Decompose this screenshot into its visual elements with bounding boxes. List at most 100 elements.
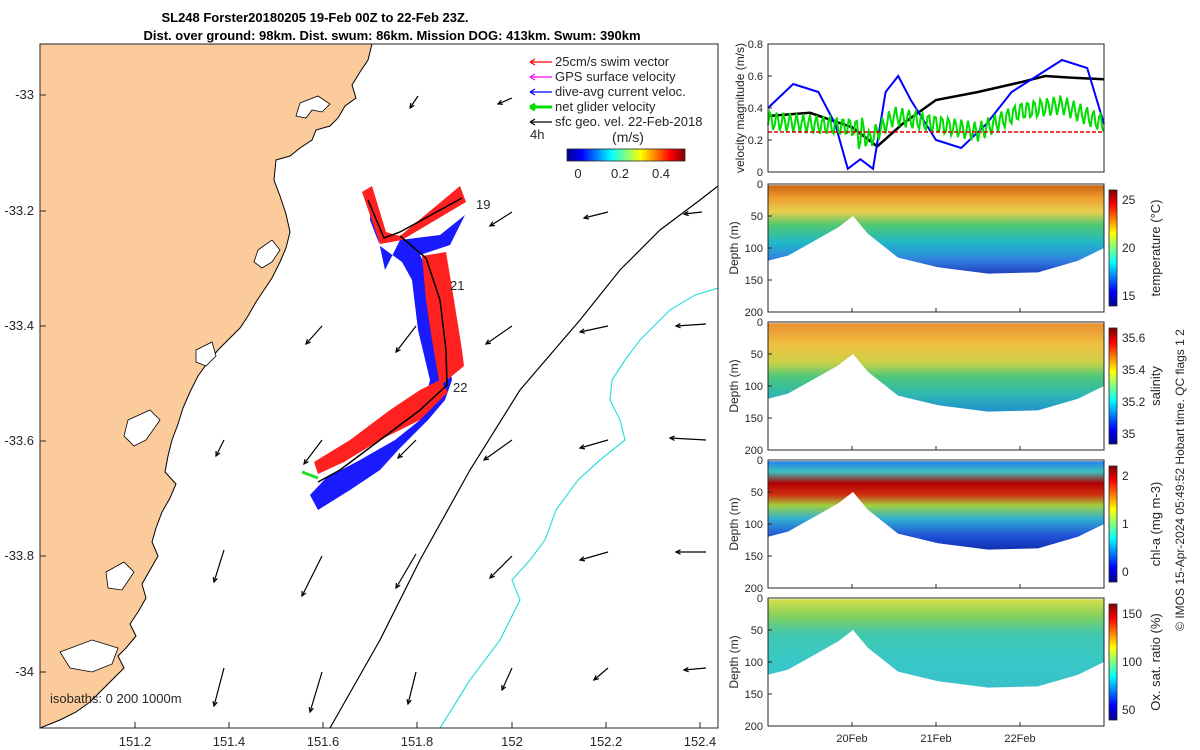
velocity-ytick-label: 0.8 xyxy=(748,39,763,51)
map-inlet xyxy=(253,239,281,269)
map-inlet xyxy=(59,639,119,673)
section-ylabel: Depth (m) xyxy=(727,221,741,274)
section-ytick-label: 200 xyxy=(745,307,763,319)
legend-arrowhead xyxy=(529,88,536,96)
geo-velocity-arrowhead xyxy=(395,346,401,354)
geo-velocity-arrow xyxy=(675,323,707,327)
legend-arrowhead xyxy=(529,118,536,126)
map-panel: 19 21 22 isobaths: 0 200 1000m 151.2 151.… xyxy=(4,43,719,749)
velocity-ylabel: velocity magnitude (m/s) xyxy=(733,43,747,173)
geo-velocity-arrow xyxy=(579,551,609,561)
legend-label: sfc geo. vel. 22-Feb-2018 xyxy=(555,114,702,129)
map-ticks: 151.2 151.4 151.6 151.8 152 152.2 152.4 -33 -33.… xyxy=(4,87,716,749)
geo-velocity-arrowhead xyxy=(578,556,586,562)
speed-colorbar xyxy=(566,148,686,162)
legend-arrowhead xyxy=(529,102,536,112)
geo-velocity-arrowhead xyxy=(682,666,689,673)
velocity-series-line xyxy=(767,58,1105,171)
section-colorbar-label: salinity xyxy=(1148,366,1163,406)
colorbar-tick: 0 xyxy=(574,166,581,181)
section-ylabel: Depth (m) xyxy=(727,635,741,688)
geo-velocity-arrowhead xyxy=(484,339,492,345)
sfc-geo-velocity-arrows xyxy=(212,95,707,714)
colorbar-label: (m/s) xyxy=(612,129,644,145)
map-ytick-label: -33.8 xyxy=(4,548,34,563)
section-ytick-label: 150 xyxy=(745,689,763,701)
net-glider-velocity xyxy=(301,470,319,480)
map-xtick-label: 152 xyxy=(501,734,523,749)
colorbar-tick: 0.2 xyxy=(611,166,629,181)
section-ylabel: Depth (m) xyxy=(727,359,741,412)
section-panel: 0 50 100 150 200 Depth (m) 15 20 25 temperature (… xyxy=(727,179,1163,319)
legend-label: net glider velocity xyxy=(555,99,656,114)
section-colorbar xyxy=(1108,465,1118,583)
footer-credit: © IMOS 15-Apr-2024 05:49:52 Hobart time.… xyxy=(1173,329,1187,631)
day-label: 21 xyxy=(450,278,464,293)
geo-velocity-arrowhead xyxy=(482,455,490,461)
section-ytick-label: 200 xyxy=(745,721,763,733)
section-colorbar-tick: 150 xyxy=(1122,607,1142,621)
isobath-200m xyxy=(329,185,719,729)
geo-velocity-arrowhead xyxy=(578,444,586,450)
section-colorbar-tick: 35.2 xyxy=(1122,395,1146,409)
map-axes xyxy=(39,43,719,729)
section-colorbar-tick: 20 xyxy=(1122,241,1136,255)
section-ytick-label: 150 xyxy=(745,275,763,287)
section-ytick-label: 100 xyxy=(745,243,763,255)
geo-velocity-arrowhead xyxy=(406,698,412,706)
map-xtick-label: 151.6 xyxy=(307,734,340,749)
geo-velocity-arrowhead xyxy=(592,675,599,681)
geo-velocity-arrow xyxy=(593,667,609,681)
geo-velocity-arrowhead xyxy=(489,573,495,579)
legend-arrowhead xyxy=(529,73,536,81)
geo-velocity-arrowhead xyxy=(212,700,218,708)
map-ytick-label: -34 xyxy=(15,664,34,679)
geo-velocity-arrowhead xyxy=(496,99,504,105)
map-xtick-label: 151.2 xyxy=(119,734,152,749)
section-ytick-label: 100 xyxy=(745,381,763,393)
legend-label: 25cm/s swim vector xyxy=(555,54,670,69)
section-colorbar-label: Ox. sat. ratio (%) xyxy=(1148,613,1163,711)
geo-velocity-arrowhead xyxy=(582,214,590,220)
velocity-axes-bg xyxy=(768,44,1104,172)
geo-velocity-arrowhead xyxy=(395,582,401,590)
section-ytick-label: 50 xyxy=(751,349,763,361)
geo-velocity-arrowhead xyxy=(501,684,507,692)
section-ytick-label: 100 xyxy=(745,519,763,531)
geo-velocity-arrow xyxy=(669,437,707,441)
section-colorbar-tick: 35 xyxy=(1122,427,1136,441)
velocity-ytick-label: 0 xyxy=(757,167,763,179)
section-ytick-label: 0 xyxy=(757,593,763,605)
section-data-field xyxy=(768,599,1104,688)
geo-velocity-arrowhead xyxy=(578,328,585,334)
isobaths-label: isobaths: 0 200 1000m xyxy=(50,691,182,706)
section-colorbar-tick: 1 xyxy=(1122,517,1129,531)
map-ytick-label: -33.6 xyxy=(4,433,34,448)
geo-velocity-arrowhead xyxy=(488,221,496,227)
map-inlet xyxy=(123,409,161,447)
geo-velocity-arrowhead xyxy=(674,323,681,329)
velocity-series-line xyxy=(767,95,1105,150)
section-colorbar xyxy=(1108,327,1118,445)
geo-velocity-arrowhead xyxy=(305,339,311,346)
section-ylabel: Depth (m) xyxy=(727,497,741,550)
geo-velocity-arrowhead xyxy=(215,450,221,458)
geo-velocity-arrow xyxy=(483,439,513,461)
geo-velocity-arrow xyxy=(301,555,323,597)
section-data-field xyxy=(768,323,1104,412)
geo-velocity-arrow xyxy=(579,439,609,449)
map-inlet xyxy=(195,341,217,367)
section-colorbar-tick: 2 xyxy=(1122,469,1129,483)
map-ytick-label: -33.2 xyxy=(4,203,34,218)
map-inlet xyxy=(105,561,135,591)
velocity-ticks: 0 0.2 0.4 0.6 0.8 xyxy=(748,39,772,179)
geo-velocity-arrow xyxy=(485,325,513,345)
map-xtick-label: 152.2 xyxy=(590,734,623,749)
map-xtick-label: 151.4 xyxy=(213,734,246,749)
section-ytick-label: 0 xyxy=(757,179,763,191)
section-ytick-label: 150 xyxy=(745,551,763,563)
geo-velocity-arrowhead xyxy=(397,453,403,459)
